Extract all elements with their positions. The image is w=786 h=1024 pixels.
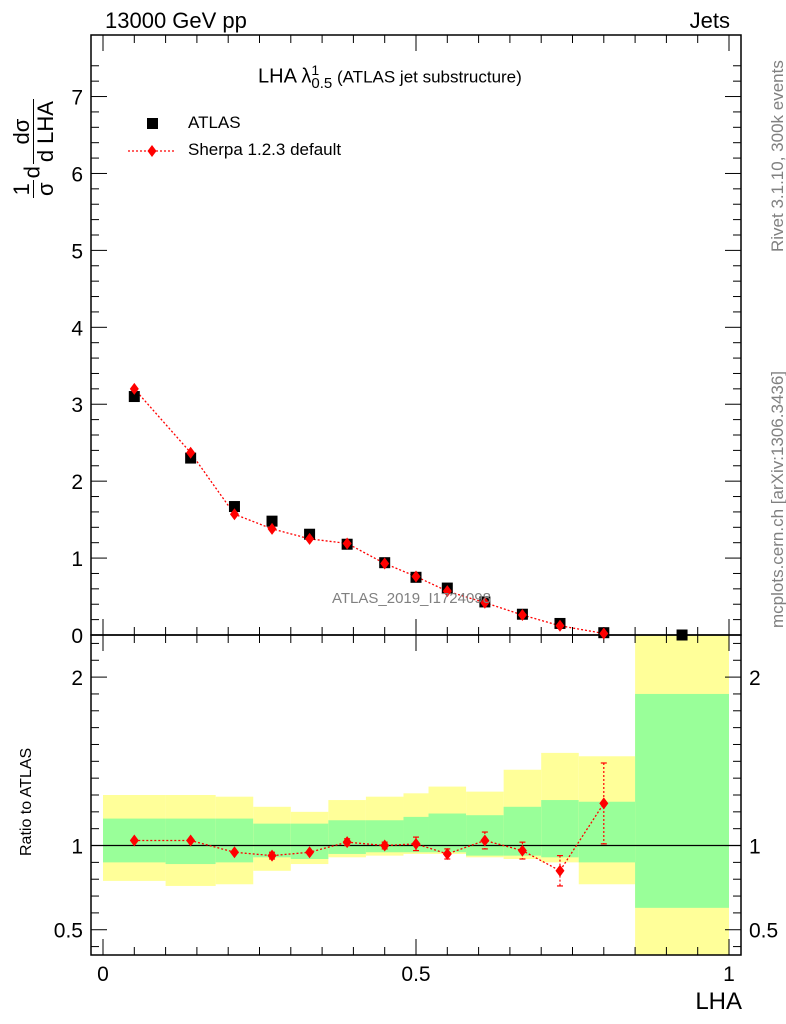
main-ytick-label: 2 xyxy=(71,471,83,494)
ratio-point xyxy=(599,797,609,810)
mc-point xyxy=(480,596,490,609)
mc-point xyxy=(305,532,315,545)
xtick-label: 1 xyxy=(723,963,735,986)
band-inner-8 xyxy=(428,813,467,853)
title-main: LHA λ xyxy=(258,65,312,88)
main-ytick-label: 1 xyxy=(71,548,83,571)
header-beam-label: 13000 GeV pp xyxy=(105,8,247,33)
ratio-ytick-label-right: 2 xyxy=(749,667,761,690)
legend-data-marker xyxy=(147,118,158,129)
main-y-ticks: 0 1 2 3 4 5 6 7 xyxy=(71,65,741,648)
main-y-axis-label: 1 σ d dσ d LHA xyxy=(9,97,59,200)
ratio-series xyxy=(129,762,609,887)
band-inner-12 xyxy=(578,801,636,863)
ratio-ytick-label-left: 1 xyxy=(71,836,83,859)
mc-point xyxy=(380,557,390,570)
title-sup: 1 xyxy=(311,62,320,78)
title-rest: (ATLAS jet substructure) xyxy=(332,67,522,87)
ratio-y-ticks: 0.5 0.5 1 1 2 2 xyxy=(54,642,778,948)
main-series xyxy=(128,382,688,641)
data-point xyxy=(228,501,240,513)
ratio-point xyxy=(517,844,527,857)
legend-data-label: ATLAS xyxy=(188,113,241,132)
ratio-ytick-label-right: 0.5 xyxy=(749,920,778,943)
ratio-uncertainty-bands xyxy=(103,635,729,955)
ratio-point xyxy=(555,864,565,877)
mc-point xyxy=(555,619,565,632)
xtick-label: 0 xyxy=(97,963,109,986)
ratio-point xyxy=(480,834,490,847)
ratio-point xyxy=(442,847,452,860)
band-inner-13 xyxy=(635,693,729,908)
mc-point xyxy=(599,627,609,640)
x-axis-label: LHA xyxy=(695,988,742,1015)
ratio-point xyxy=(342,836,352,849)
plot-title: LHA λ 1 0.5 (ATLAS jet substructure) xyxy=(258,62,522,92)
mc-point xyxy=(129,382,139,395)
ylabel-n1: 1 xyxy=(9,180,35,198)
data-point xyxy=(676,629,688,641)
ylabel-d1: σ xyxy=(33,182,59,196)
legend-markers xyxy=(128,118,176,157)
mc-point xyxy=(229,508,239,521)
ratio-ytick-label-left: 0.5 xyxy=(54,920,83,943)
legend-mc-label: Sherpa 1.2.3 default xyxy=(188,140,342,159)
mc-point xyxy=(517,609,527,621)
x-ticks: 0 0.5 1 xyxy=(97,35,735,986)
ratio-point xyxy=(129,834,139,847)
main-ytick-label: 7 xyxy=(71,87,83,110)
xtick-label: 0.5 xyxy=(401,963,430,986)
main-ytick-label: 4 xyxy=(71,317,83,340)
main-ytick-label: 3 xyxy=(71,394,83,417)
ratio-point xyxy=(305,846,315,859)
mc-point xyxy=(267,522,277,535)
data-point xyxy=(266,515,278,527)
header-process-label: Jets xyxy=(689,8,730,33)
data-point xyxy=(128,391,140,403)
mc-point xyxy=(342,537,352,550)
ratio-point xyxy=(411,837,421,850)
ratio-point xyxy=(186,834,196,847)
mcplots-label: mcplots.cern.ch [arXiv:1306.3436] xyxy=(768,370,786,628)
main-ytick-label: 0 xyxy=(71,625,83,648)
ylabel-mid: d xyxy=(19,166,45,179)
ratio-point xyxy=(380,839,390,852)
title-sub: 0.5 xyxy=(311,74,333,92)
ratio-point xyxy=(267,849,277,862)
mc-point xyxy=(186,446,196,459)
ylabel-n2: dσ xyxy=(9,99,35,165)
ylabel-d2: d LHA xyxy=(33,101,59,163)
ratio-ytick-label-left: 2 xyxy=(71,667,83,690)
rivet-version-label: Rivet 3.1.10, 300k events xyxy=(768,60,786,252)
main-ytick-label: 5 xyxy=(71,240,83,263)
band-inner-11 xyxy=(541,800,579,858)
ratio-ytick-label-right: 1 xyxy=(749,836,761,859)
ratio-y-axis-label: Ratio to ATLAS xyxy=(18,747,35,856)
mc-point xyxy=(411,570,421,583)
legend-mc-marker xyxy=(147,145,157,157)
ratio-point xyxy=(229,846,239,859)
mc-point xyxy=(442,585,452,598)
analysis-id: ATLAS_2019_I1724098 xyxy=(332,590,492,607)
main-ytick-label: 6 xyxy=(71,163,83,186)
